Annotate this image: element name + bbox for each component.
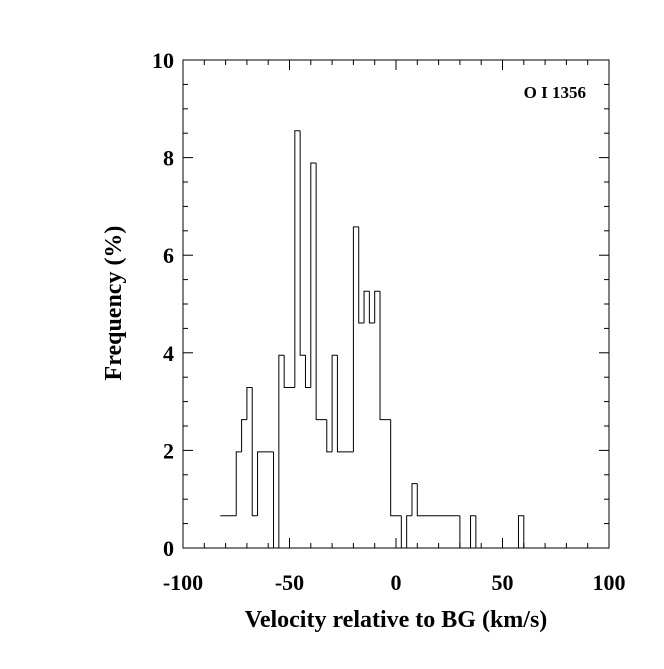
histogram-bin <box>336 355 354 453</box>
histogram-bin <box>283 355 295 388</box>
y-tick-label: 2 <box>163 438 174 463</box>
histogram-bin <box>517 515 525 548</box>
y-tick-label: 4 <box>163 341 174 366</box>
histogram-bin <box>475 515 519 549</box>
histogram-bin <box>251 387 258 517</box>
histogram-bin <box>470 515 476 548</box>
histogram-bin <box>304 355 311 388</box>
y-tick-label: 6 <box>163 243 174 268</box>
histogram-bin <box>257 451 274 516</box>
histogram-bin <box>273 451 279 549</box>
ticks-layer <box>182 59 610 549</box>
x-axis-title: Velocity relative to BG (km/s) <box>245 607 548 633</box>
histogram-bin <box>406 515 412 548</box>
histogram-bin <box>326 419 333 453</box>
x-tick-label: 0 <box>391 570 402 595</box>
x-tick-label: -100 <box>163 570 203 595</box>
histogram-bin <box>278 354 285 548</box>
histogram-bin <box>241 419 247 452</box>
histogram-bin <box>299 130 306 356</box>
histogram-bin <box>235 451 242 516</box>
histogram-bin <box>315 162 327 421</box>
y-tick-label: 10 <box>152 48 174 73</box>
histogram-bin <box>379 291 391 421</box>
histogram-bin <box>310 162 317 388</box>
annotation-label: O I 1356 <box>524 83 586 102</box>
histogram-layer <box>220 130 525 549</box>
labels-layer: -100 -50 0 50 100 0 2 4 6 8 10 <box>152 48 626 595</box>
y-tick-label: 0 <box>163 536 174 561</box>
histogram-bin <box>390 419 402 517</box>
x-tick-label: 100 <box>593 570 626 595</box>
histogram-bin <box>368 291 375 324</box>
histogram-bin <box>363 290 370 324</box>
histogram-bin <box>331 354 338 452</box>
histogram-bin <box>374 290 381 324</box>
plot-frame <box>182 59 610 549</box>
x-tick-label: 50 <box>492 570 514 595</box>
histogram-bin <box>459 515 471 549</box>
y-axis-title: Frequency (%) <box>101 226 127 381</box>
histogram-bin <box>400 515 407 549</box>
histogram-bin <box>352 226 359 452</box>
histogram-bin <box>411 483 418 516</box>
y-tick-label: 8 <box>163 146 174 171</box>
histogram-bin <box>294 130 301 388</box>
x-tick-label: -50 <box>275 570 304 595</box>
histogram-bin <box>416 483 460 517</box>
histogram-bin <box>246 386 253 420</box>
histogram-bin <box>358 226 365 324</box>
